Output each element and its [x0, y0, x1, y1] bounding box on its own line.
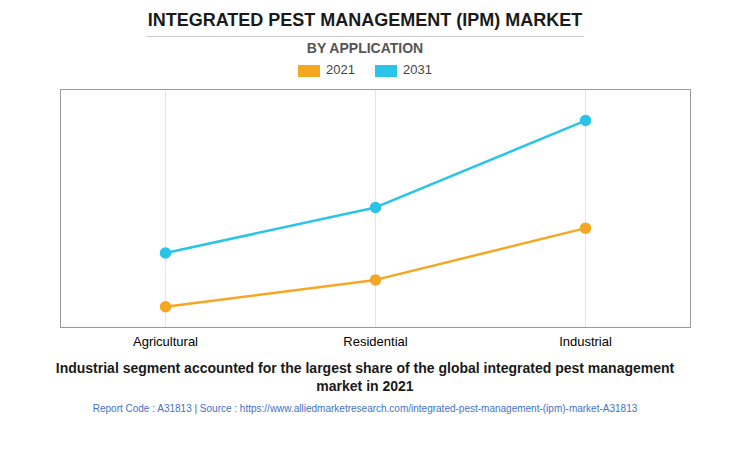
svg-text:Residential: Residential — [343, 334, 407, 349]
html-text:BY APPLICATION: BY APPLICATION — [306, 40, 424, 56]
svg-text:Agricultural: Agricultural — [133, 334, 198, 349]
html-text:INTEGRATED PEST MANAGEMENT (IP: INTEGRATED PEST MANAGEMENT (IPM) MARKET — [147, 10, 583, 30]
html-text:Industrial segment accounted f: Industrial segment accounted for the lar… — [55, 360, 675, 395]
html-text:Report Code : A31813 | Source: Report Code : A31813 | Source : https://… — [92, 403, 638, 415]
html-text:2031: 2031 — [403, 62, 432, 77]
html-text:2021: 2021 — [326, 62, 355, 77]
svg-text:Industrial: Industrial — [559, 334, 612, 349]
